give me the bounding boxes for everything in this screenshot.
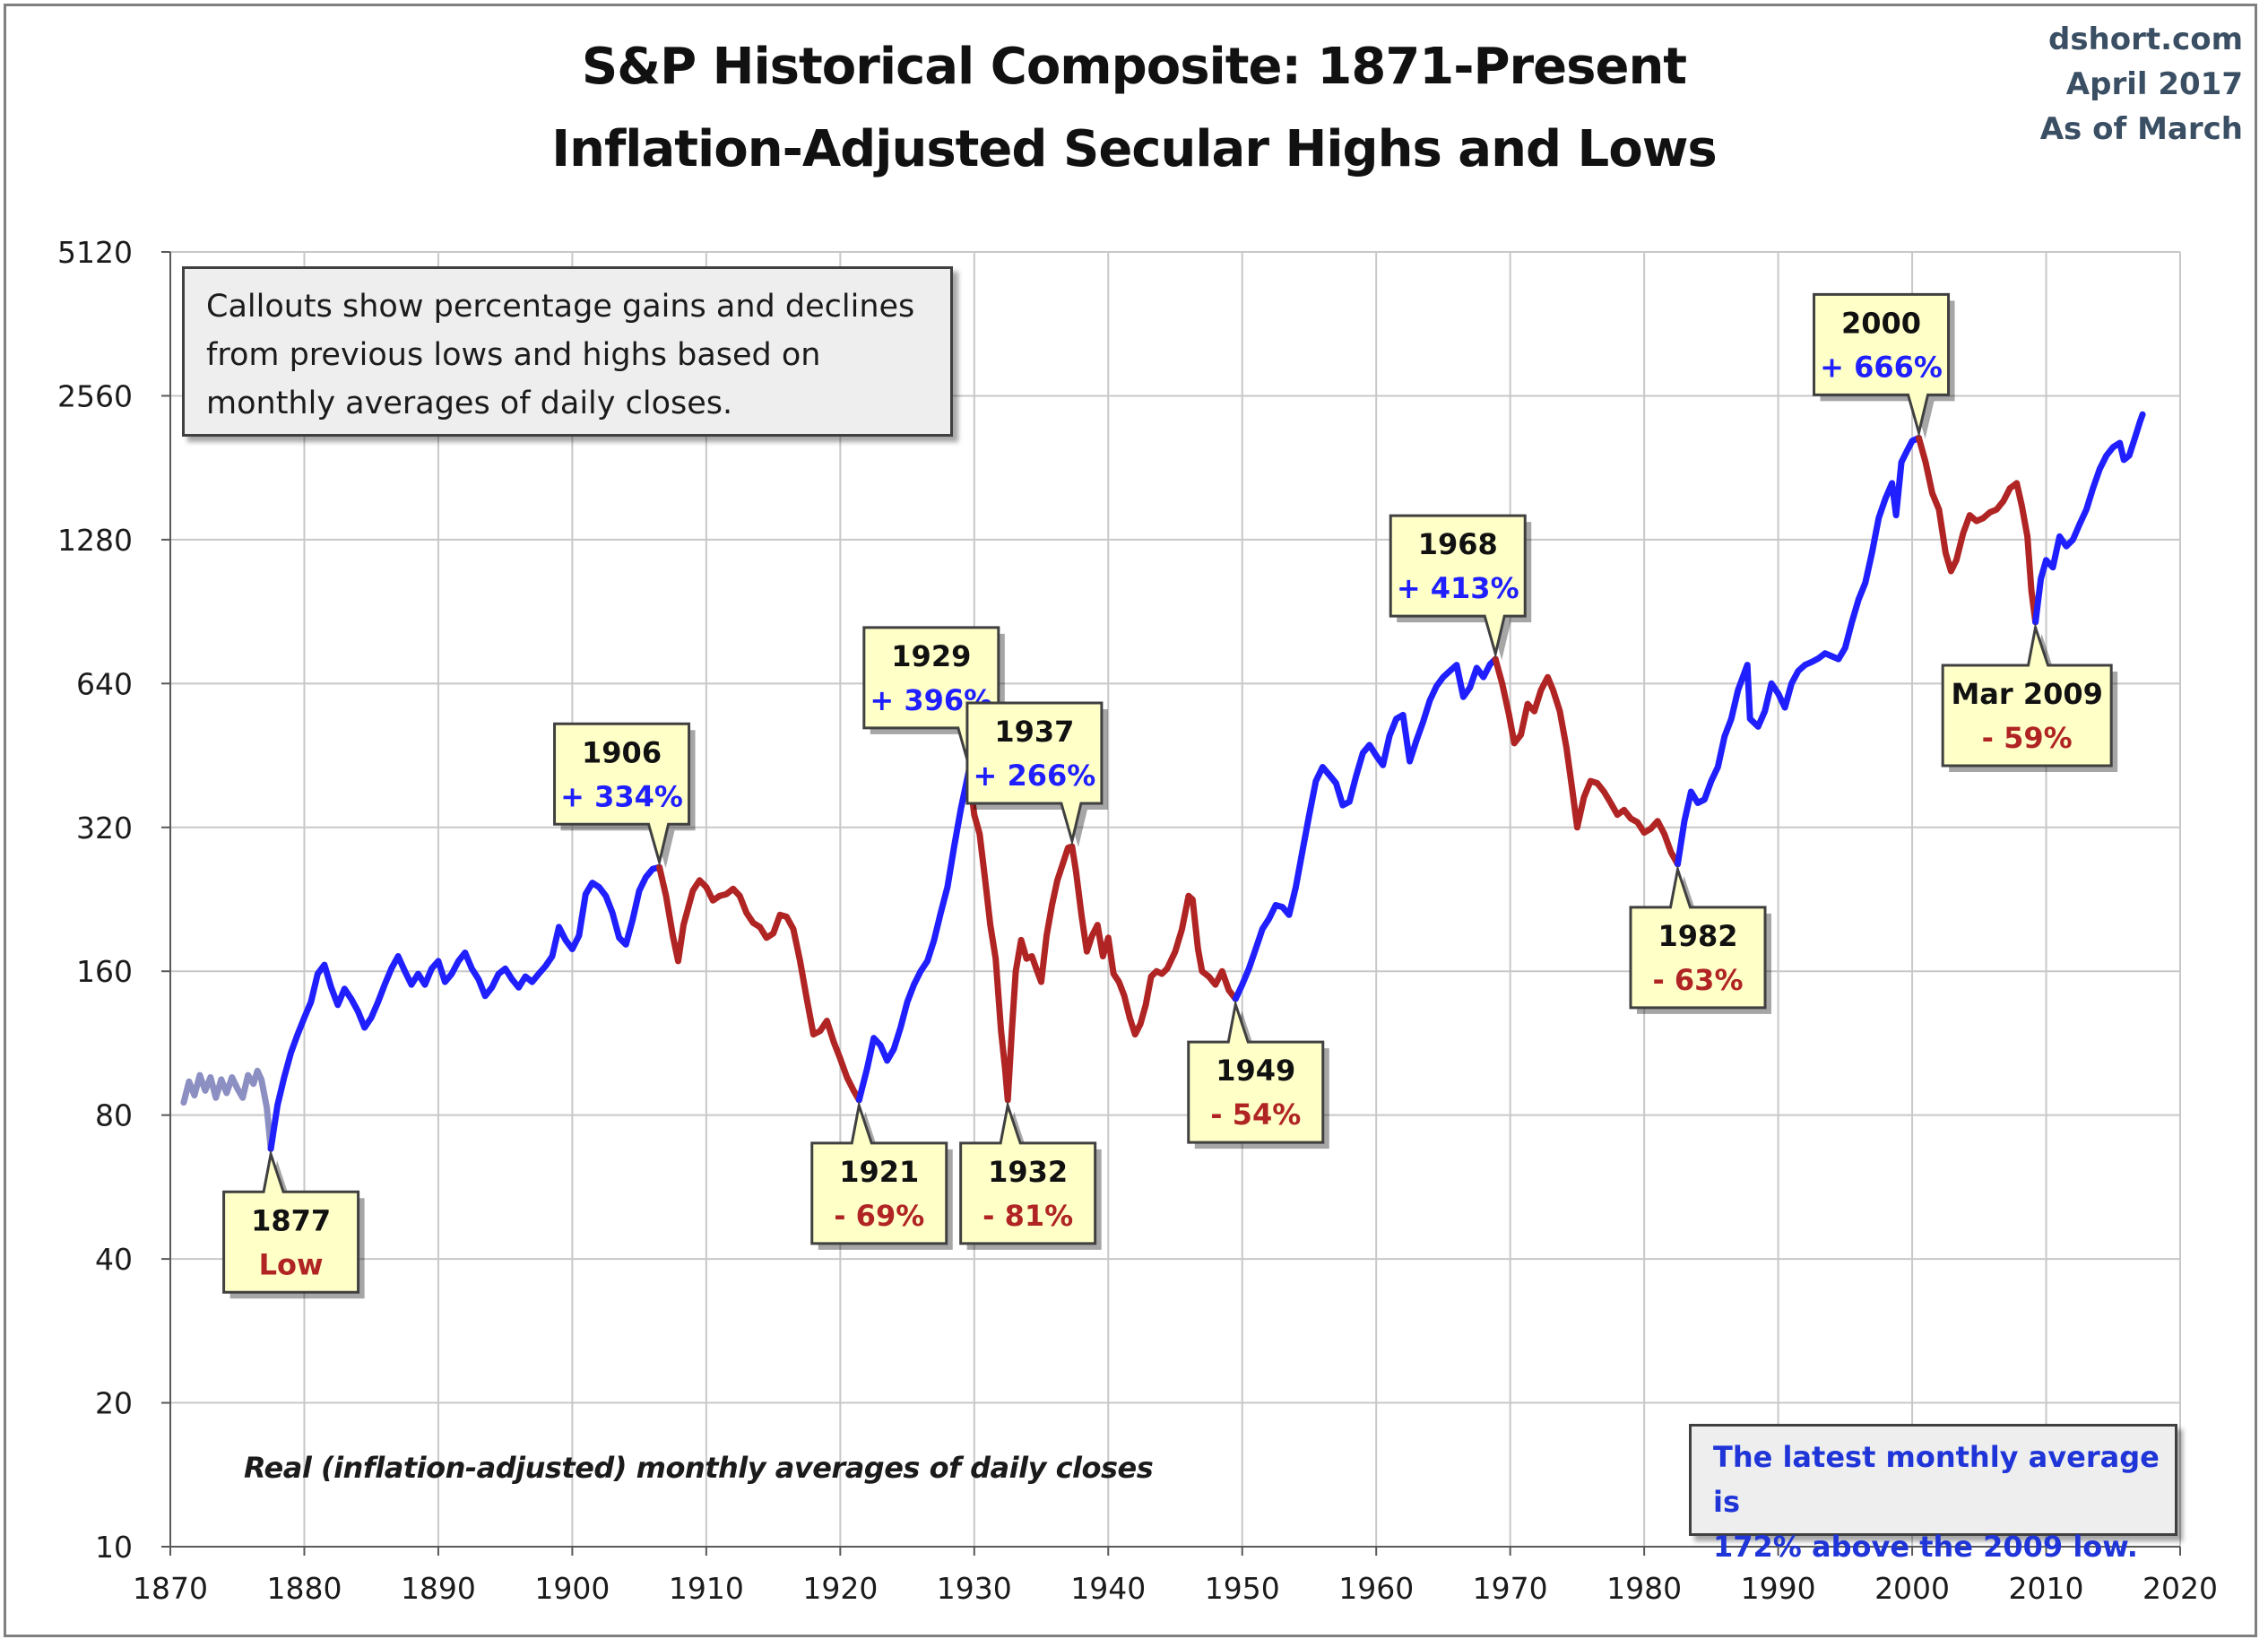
y-tick-label: 320 xyxy=(76,811,133,846)
x-tick-label: 1870 xyxy=(133,1571,208,1606)
x-tick-label: 1940 xyxy=(1070,1571,1146,1606)
callout-note-line: from previous lows and highs based on xyxy=(206,337,821,373)
series-line-bear xyxy=(1492,655,1681,868)
x-tick-label: 1880 xyxy=(266,1571,342,1606)
x-tick-label: 1920 xyxy=(802,1571,878,1606)
callout-change: - 81% xyxy=(983,1199,1073,1233)
series-line-bull xyxy=(267,863,663,1152)
callout-note-box: Callouts show percentage gains and decli… xyxy=(182,266,953,437)
series-line-bull xyxy=(2032,411,2146,626)
series-line-bear xyxy=(656,863,862,1104)
callout-change: + 666% xyxy=(1820,350,1943,384)
callout-change: + 266% xyxy=(974,759,1096,793)
x-tick-label: 1950 xyxy=(1205,1571,1280,1606)
series-line-bull xyxy=(1232,655,1499,1002)
y-tick-label: 40 xyxy=(95,1242,133,1277)
latest-average-line: 172% above the 2009 low. xyxy=(1713,1530,2138,1564)
y-tick-label: 640 xyxy=(76,666,133,701)
callout-box xyxy=(222,1149,360,1294)
y-tick-label: 20 xyxy=(95,1386,133,1421)
callout-year: 1932 xyxy=(988,1155,1068,1189)
x-tick-label: 1900 xyxy=(534,1571,610,1606)
callout-year: 1906 xyxy=(582,735,662,769)
x-tick-label: 1930 xyxy=(937,1571,1012,1606)
callout-change: - 54% xyxy=(1210,1097,1301,1132)
series-line-bear xyxy=(965,768,1239,1104)
x-tick-label: 2020 xyxy=(2142,1571,2218,1606)
callout-box xyxy=(553,722,691,868)
plot-area xyxy=(170,252,2180,1547)
callout-year: 1982 xyxy=(1658,919,1737,953)
callout-box xyxy=(1389,514,1527,659)
y-tick-label: 10 xyxy=(95,1530,133,1565)
callout-year: 1877 xyxy=(251,1203,331,1237)
callout-year: 1968 xyxy=(1418,527,1498,561)
latest-average-box: The latest monthly average is 172% above… xyxy=(1689,1424,2177,1564)
callout-box xyxy=(1813,292,1951,438)
y-tick-label: 1280 xyxy=(57,523,133,558)
source-label: dshort.com xyxy=(2047,22,2243,57)
y-tick-label: 80 xyxy=(95,1098,133,1133)
x-tick-label: 2010 xyxy=(2009,1571,2084,1606)
callout-box xyxy=(965,701,1104,846)
series-line-bull xyxy=(1675,434,1922,868)
y-tick-label: 5120 xyxy=(57,235,133,270)
x-tick-label: 1890 xyxy=(401,1571,476,1606)
footnote: Real (inflation-adjusted) monthly averag… xyxy=(244,1451,1154,1485)
callout-change: - 69% xyxy=(834,1199,924,1233)
chart-title-line1: S&P Historical Composite: 1871-Present xyxy=(581,38,1687,96)
chart-title-line2: Inflation-Adjusted Secular Highs and Low… xyxy=(551,120,1718,178)
callout-year: 1949 xyxy=(1216,1054,1295,1088)
latest-average-line: The latest monthly average is xyxy=(1713,1440,2160,1519)
x-tick-label: 1990 xyxy=(1741,1571,1816,1606)
x-tick-label: 1970 xyxy=(1473,1571,1548,1606)
callout-box xyxy=(1187,999,1325,1144)
as-of-label: As of March xyxy=(2039,111,2243,147)
y-tick-label: 2560 xyxy=(57,378,133,413)
callout-year: 1929 xyxy=(891,639,971,673)
date-label: April 2017 xyxy=(2065,66,2243,102)
x-tick-label: 1960 xyxy=(1338,1571,1414,1606)
callout-year: 2000 xyxy=(1841,306,1921,340)
callout-note-line: Callouts show percentage gains and decli… xyxy=(206,289,915,325)
callout-year: Mar 2009 xyxy=(1951,677,2102,711)
callout-box xyxy=(1941,622,2113,768)
callout-box xyxy=(959,1099,1097,1245)
y-tick-label: 160 xyxy=(76,954,133,989)
callout-note-line: monthly averages of daily closes. xyxy=(206,386,733,421)
x-tick-label: 1980 xyxy=(1606,1571,1682,1606)
callout-box xyxy=(810,1099,948,1245)
callout-box xyxy=(1629,863,1767,1010)
series-line-bear xyxy=(1916,434,2039,626)
x-tick-label: 1910 xyxy=(669,1571,744,1606)
callout-change: Low xyxy=(259,1247,324,1281)
callout-change: + 413% xyxy=(1397,571,1519,605)
callout-change: + 334% xyxy=(560,779,683,813)
x-tick-label: 2000 xyxy=(1874,1571,1950,1606)
callout-year: 1921 xyxy=(839,1155,919,1189)
series-line-pre-1877 xyxy=(180,1067,274,1152)
callout-change: - 59% xyxy=(1982,721,2073,755)
callout-year: 1937 xyxy=(994,715,1074,749)
series-line-bull xyxy=(855,768,973,1104)
callout-change: - 63% xyxy=(1652,963,1743,997)
